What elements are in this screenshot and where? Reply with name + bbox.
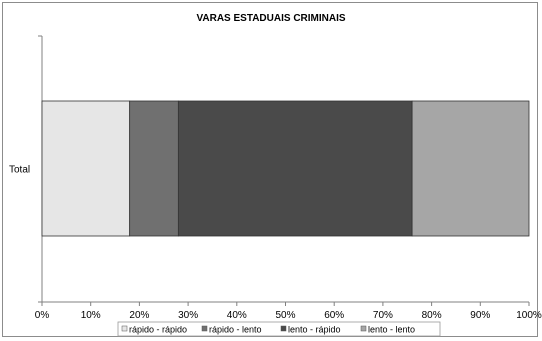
x-tick-label: 0% — [35, 310, 50, 321]
legend-swatch — [121, 325, 128, 332]
legend-swatch — [201, 325, 208, 332]
category-label: Total — [9, 165, 30, 176]
x-tick-label: 60% — [324, 310, 344, 321]
bar-segment-1 — [41, 100, 131, 237]
x-tick-label: 70% — [373, 310, 393, 321]
x-tick-label: 50% — [275, 310, 295, 321]
legend-label: lento - lento — [368, 325, 415, 335]
legend: rápido - rápido rápido - lento lento - ráp… — [117, 321, 441, 337]
bar-segment-3 — [177, 100, 413, 237]
legend-box — [117, 321, 441, 337]
legend-label: lento - rápido — [288, 325, 341, 335]
x-tick-label: 100% — [516, 310, 542, 321]
legend-swatch — [280, 325, 287, 332]
legend-swatch — [360, 325, 367, 332]
bar-segment-4 — [411, 100, 530, 237]
plot-area: 0% 10% 20% 30% 40% 50% 60% 70% 80% 90% 100% Total — [9, 35, 542, 321]
x-tick-label: 10% — [81, 310, 101, 321]
legend-label: rápido - lento — [209, 325, 262, 335]
bar-segment-2 — [129, 100, 179, 237]
x-tick-label: 40% — [227, 310, 247, 321]
legend-label: rápido - rápido — [129, 325, 187, 335]
x-tick-label: 90% — [470, 310, 490, 321]
x-tick-label: 20% — [129, 310, 149, 321]
x-tick-label: 80% — [422, 310, 442, 321]
x-tick-label: 30% — [178, 310, 198, 321]
chart-title: VARAS ESTADUAIS CRIMINAIS — [196, 13, 345, 24]
